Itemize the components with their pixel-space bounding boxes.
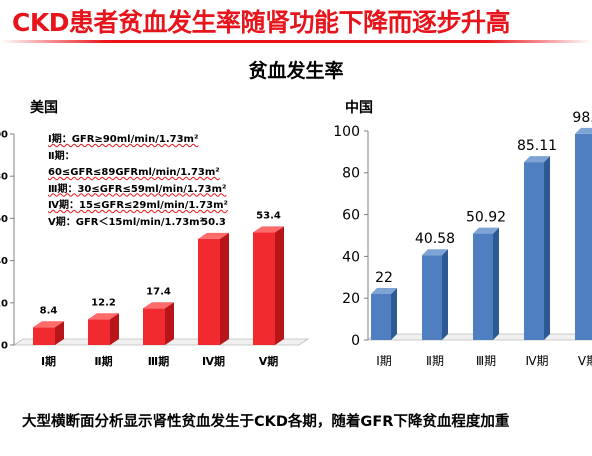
y-tick-label: 60: [342, 208, 360, 224]
data-label: 40.58: [415, 231, 455, 247]
bar: [88, 319, 110, 345]
y-tick-label: 20: [342, 291, 360, 307]
bar-side: [275, 226, 284, 345]
legend-line: Ⅰ期：GFR≥90ml/min/1.73m²: [48, 134, 199, 145]
data-label: 50.3: [201, 217, 226, 228]
legend-line: 60≤GFR≤89GFRml/min/1.73m²: [48, 167, 220, 178]
ckd-stage-legend: Ⅰ期：GFR≥90ml/min/1.73m² Ⅱ期： 60≤GFR≤89GFRml/…: [48, 132, 298, 231]
data-label: 53.4: [256, 210, 281, 221]
bar-top: [422, 249, 448, 256]
bar: [473, 233, 493, 340]
x-tick-label: Ⅰ期: [376, 354, 392, 368]
legend-line: Ⅳ期：15≤GFR≤29ml/min/1.73m²: [48, 200, 228, 211]
y-tick-label: 40: [342, 249, 360, 265]
title-divider: [0, 40, 592, 43]
chart-subtitle: 贫血发生率: [248, 60, 344, 82]
x-tick-label: Ⅳ期: [202, 354, 225, 368]
data-label: 98.6: [572, 110, 592, 126]
china-bar-chart: 0 20 40 60 80 100 22 Ⅰ期 40.58 Ⅱ期 50.92 Ⅲ期 85.11 Ⅳ期 98.…: [333, 110, 592, 368]
data-label: 17.4: [146, 286, 171, 297]
china-panel-label: 中国: [345, 100, 373, 116]
bar-top: [371, 288, 397, 295]
data-label: 22: [375, 270, 393, 286]
usa-panel-label: 美国: [30, 100, 58, 116]
bar: [524, 162, 544, 340]
main-title: CKD患者贫血发生率随肾功能下降而逐步升高: [12, 8, 510, 37]
bar-side: [165, 302, 174, 345]
bar-side: [110, 313, 119, 345]
y-tick-label: 80: [342, 166, 360, 182]
bar-top: [198, 232, 229, 239]
bar-side: [442, 249, 448, 340]
y-tick-label: 60: [0, 214, 8, 225]
data-label: 12.2: [91, 297, 116, 308]
bar-side: [544, 156, 550, 340]
legend-line: Ⅱ期：: [48, 150, 75, 162]
x-tick-label: Ⅳ期: [525, 354, 548, 368]
footer-note: 大型横断面分析显示肾性贫血发生于CKD各期，随着GFR下降贫血程度加重: [22, 414, 510, 430]
data-label: 85.11: [517, 138, 557, 154]
x-tick-label: Ⅱ期: [94, 354, 112, 368]
x-tick-label: Ⅰ期: [41, 354, 56, 368]
y-tick-label: 0: [1, 341, 8, 352]
bar-top: [253, 226, 284, 233]
x-tick-label: Ⅲ期: [476, 354, 496, 368]
bar: [253, 232, 275, 345]
bar-side: [493, 227, 499, 340]
bar-side: [391, 288, 397, 340]
bar: [575, 133, 592, 340]
bar: [371, 294, 391, 340]
legend-line: Ⅲ期：30≤GFR≤59ml/min/1.73m²: [48, 183, 227, 195]
bar-top: [88, 313, 119, 320]
y-tick-label: 0: [351, 333, 360, 349]
bar-top: [473, 227, 499, 234]
data-label: 50.92: [466, 210, 506, 226]
bar: [198, 238, 220, 345]
usa-bar-chart: 0 20 40 60 80 100 8.4 Ⅰ期 12.2 Ⅱ期 17.4 Ⅲ期 50.3 Ⅳ期 53.4 Ⅴ…: [0, 130, 310, 368]
bar-top: [33, 321, 64, 328]
bar-top: [575, 127, 592, 134]
bar-side: [220, 232, 229, 345]
x-tick-label: Ⅲ期: [148, 354, 169, 368]
y-tick-label: 100: [0, 130, 8, 141]
y-tick-label: 20: [0, 298, 8, 309]
bar: [422, 255, 442, 340]
y-tick-label: 100: [333, 124, 360, 140]
data-label: 8.4: [40, 305, 58, 316]
bar: [143, 308, 165, 345]
bar: [33, 327, 55, 345]
bar-top: [524, 156, 550, 163]
y-tick-label: 40: [0, 256, 8, 267]
x-tick-label: Ⅴ期: [578, 354, 592, 368]
legend-line: Ⅴ期：GFR＜15ml/min/1.73m²: [48, 216, 204, 228]
bar-side: [55, 321, 64, 345]
x-tick-label: Ⅴ期: [259, 354, 279, 368]
y-tick-label: 80: [0, 172, 8, 183]
x-tick-label: Ⅱ期: [426, 354, 444, 368]
bar-top: [143, 302, 174, 309]
